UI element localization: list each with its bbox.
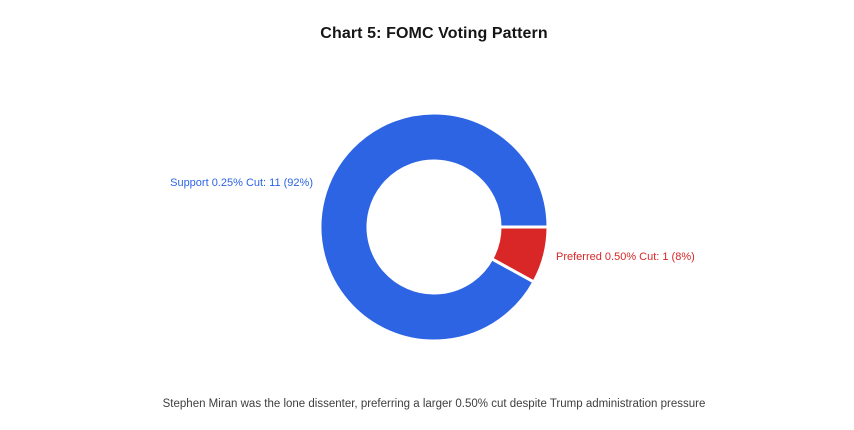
donut-chart — [318, 111, 550, 343]
donut-segment-support-025-cut[interactable] — [318, 111, 550, 343]
chart-caption: Stephen Miran was the lone dissenter, pr… — [162, 398, 706, 410]
segment-label-support-025-cut: Support 0.25% Cut: 11 (92%) — [170, 177, 313, 189]
segment-label-preferred-050-cut: Preferred 0.50% Cut: 1 (8%) — [556, 251, 695, 263]
chart-title: Chart 5: FOMC Voting Pattern — [320, 25, 548, 42]
donut-segment-preferred-050-cut[interactable] — [490, 225, 550, 284]
